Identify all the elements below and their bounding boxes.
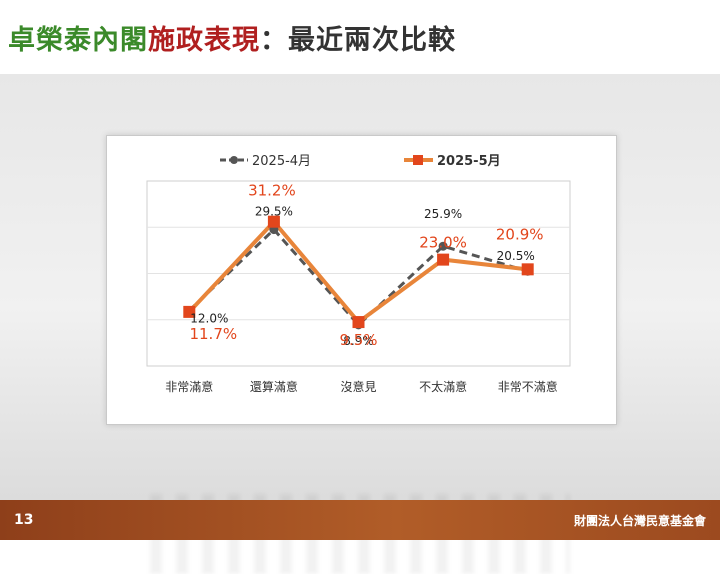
data-label-2025-4: 29.5% [255, 205, 293, 219]
data-label-2025-5: 31.2% [248, 182, 296, 200]
x-tick-label: 沒意見 [340, 379, 376, 394]
data-label-2025-5: 23.0% [419, 234, 467, 252]
x-tick-label: 不太滿意 [419, 379, 467, 394]
data-label-2025-4: 25.9% [424, 207, 462, 221]
legend-label-2025-5: 2025-5月 [437, 154, 501, 169]
line-chart: 非常滿意 還算滿意 沒意見 不太滿意 非常不滿意 2025-4月 2025-5月 12.0% 2… [146, 154, 571, 394]
page-number: 13 [14, 512, 34, 528]
point-2025-5 [437, 253, 450, 266]
point-2025-5 [267, 215, 280, 228]
data-label-2025-5: 20.9% [496, 225, 544, 243]
title-part-comparison: ：最近兩次比較 [260, 25, 456, 56]
point-2025-4 [438, 241, 448, 251]
organization-name: 財團法人台灣民意基金會 [573, 514, 706, 528]
legend-label-2025-4: 2025-4月 [252, 154, 311, 169]
data-label-2025-5: 9.5% [339, 331, 377, 349]
legend-marker-2025-5 [413, 155, 423, 165]
chart-card: 非常滿意 還算滿意 沒意見 不太滿意 非常不滿意 2025-4月 2025-5月 12.0% 2… [106, 135, 617, 425]
legend-marker-2025-4 [230, 156, 238, 164]
data-label-2025-4: 8.9% [343, 334, 374, 348]
x-tick-label: 非常滿意 [165, 379, 213, 394]
title-bar: 卓榮泰內閣施政表現：最近兩次比較 [0, 0, 720, 74]
footer-bar: 13 財團法人台灣民意基金會 [0, 500, 720, 540]
title-part-performance: 施政表現 [148, 25, 260, 56]
x-tick-label: 還算滿意 [250, 379, 298, 394]
data-label-2025-4: 20.5% [497, 249, 535, 263]
x-tick-label: 非常不滿意 [498, 379, 558, 394]
point-2025-5 [183, 305, 196, 318]
series-line-2025-4 [188, 227, 529, 327]
data-label-2025-5: 11.7% [189, 325, 237, 343]
point-2025-5 [352, 316, 365, 329]
point-2025-5 [521, 263, 534, 276]
data-label-2025-4: 12.0% [190, 312, 228, 326]
slide-title: 卓榮泰內閣施政表現：最近兩次比較 [8, 18, 456, 57]
title-part-cabinet: 卓榮泰內閣 [8, 25, 148, 56]
